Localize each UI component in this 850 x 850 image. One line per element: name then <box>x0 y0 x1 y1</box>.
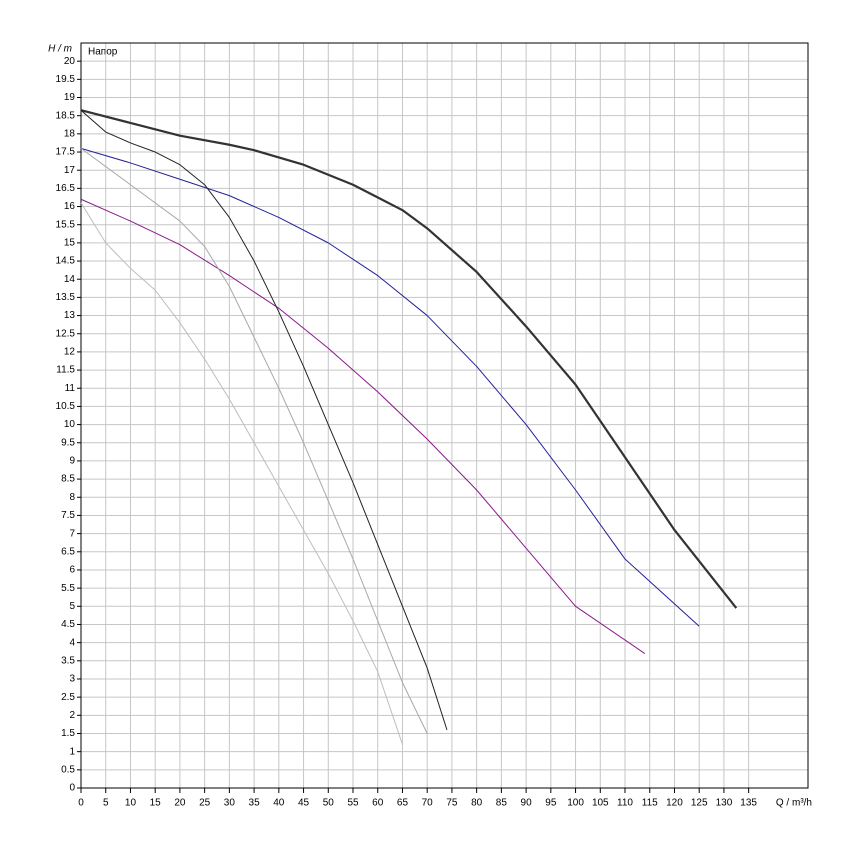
curve <box>80 202 403 745</box>
y-tick-label: 20 <box>64 56 76 67</box>
x-tick-label: 60 <box>372 798 384 809</box>
x-tick-label: 10 <box>125 798 137 809</box>
x-tick-label: 20 <box>174 798 186 809</box>
x-tick-label: 95 <box>545 798 557 809</box>
y-tick-label: 8.5 <box>61 474 75 485</box>
y-tick-label: 5.5 <box>61 583 75 594</box>
y-tick-label: 1.5 <box>61 728 75 739</box>
x-axis-label: Q / m³/h <box>776 798 812 809</box>
x-tick-label: 50 <box>323 798 335 809</box>
y-tick-label: 19 <box>64 92 76 103</box>
y-tick-label: 15.5 <box>56 219 76 230</box>
legend-text: Напор <box>88 47 118 58</box>
y-tick-label: 0 <box>69 783 75 794</box>
x-tick-label: 65 <box>397 798 409 809</box>
x-tick-label: 125 <box>691 798 708 809</box>
y-tick-label: 13.5 <box>56 292 76 303</box>
y-tick-label: 0.5 <box>61 764 75 775</box>
y-tick-label: 18.5 <box>56 110 76 121</box>
x-tick-label: 135 <box>740 798 757 809</box>
y-tick-label: 9.5 <box>61 437 75 448</box>
y-tick-label: 9 <box>69 456 75 467</box>
y-tick-label: 7 <box>69 528 75 539</box>
curve <box>80 147 700 627</box>
x-tick-label: 80 <box>471 798 483 809</box>
y-tick-label: 14 <box>64 274 76 285</box>
y-tick-label: 1 <box>69 746 75 757</box>
y-tick-label: 3.5 <box>61 655 75 666</box>
x-tick-label: 30 <box>224 798 236 809</box>
x-tick-label: 120 <box>666 798 683 809</box>
y-tick-label: 15 <box>64 238 76 249</box>
y-tick-label: 12.5 <box>56 328 76 339</box>
y-tick-label: 4.5 <box>61 619 75 630</box>
x-tick-label: 110 <box>617 798 633 809</box>
y-tick-label: 11 <box>65 383 76 394</box>
y-tick-label: 13 <box>64 310 76 321</box>
y-tick-label: 11.5 <box>56 365 75 376</box>
y-tick-label: 16.5 <box>56 183 76 194</box>
y-tick-label: 8 <box>69 492 75 503</box>
x-tick-label: 15 <box>150 798 162 809</box>
x-tick-label: 115 <box>642 798 658 809</box>
y-tick-label: 3 <box>69 674 75 685</box>
curve <box>80 147 428 734</box>
y-tick-label: 6 <box>69 565 75 576</box>
curve <box>80 109 448 731</box>
x-tick-label: 0 <box>78 798 84 809</box>
y-tick-label: 17 <box>64 165 76 176</box>
plot-border <box>80 42 809 789</box>
x-tick-label: 90 <box>521 798 533 809</box>
y-tick-label: 14.5 <box>56 256 76 267</box>
x-tick-label: 130 <box>716 798 733 809</box>
y-tick-label: 12 <box>64 347 76 358</box>
x-tick-label: 75 <box>446 798 458 809</box>
x-tick-label: 100 <box>567 798 584 809</box>
y-tick-label: 7.5 <box>61 510 75 521</box>
y-tick-label: 2.5 <box>61 692 75 703</box>
x-tick-label: 105 <box>592 798 609 809</box>
x-tick-label: 40 <box>273 798 285 809</box>
x-tick-label: 5 <box>103 798 109 809</box>
y-tick-label: 19.5 <box>56 74 76 85</box>
x-tick-label: 85 <box>496 798 508 809</box>
y-tick-label: 16 <box>64 201 76 212</box>
y-axis-label: H / m <box>48 44 72 55</box>
y-tick-label: 10 <box>64 419 76 430</box>
x-tick-label: 45 <box>298 798 310 809</box>
y-tick-label: 5 <box>69 601 75 612</box>
x-tick-label: 35 <box>249 798 261 809</box>
y-tick-label: 18 <box>64 128 76 139</box>
y-tick-label: 6.5 <box>61 546 75 557</box>
x-tick-label: 70 <box>422 798 434 809</box>
y-tick-label: 10.5 <box>56 401 76 412</box>
curve <box>80 109 738 609</box>
curve <box>80 198 646 654</box>
y-tick-label: 2 <box>69 710 75 721</box>
y-tick-label: 4 <box>69 637 75 648</box>
x-tick-label: 25 <box>199 798 211 809</box>
x-tick-label: 55 <box>347 798 359 809</box>
y-tick-label: 17.5 <box>56 147 76 158</box>
